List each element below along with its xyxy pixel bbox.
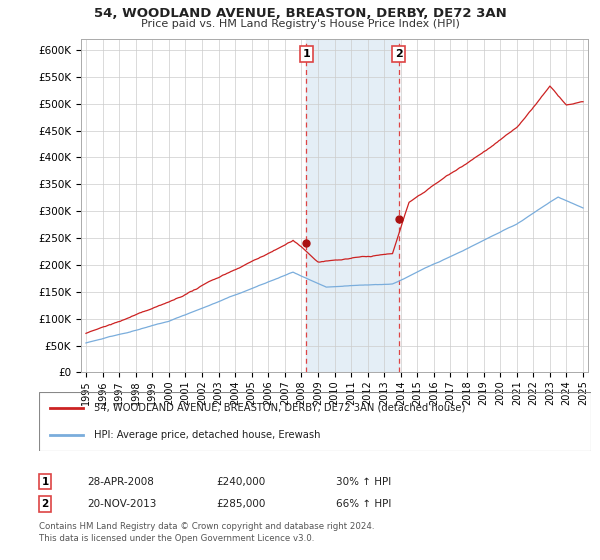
Text: £285,000: £285,000: [216, 499, 265, 509]
Text: 2: 2: [395, 49, 403, 59]
Bar: [306, 39, 398, 372]
Text: 1: 1: [41, 477, 49, 487]
Text: 1: 1: [302, 49, 310, 59]
Text: 2: 2: [41, 499, 49, 509]
Text: Contains HM Land Registry data © Crown copyright and database right 2024.
This d: Contains HM Land Registry data © Crown c…: [39, 522, 374, 543]
Text: 54, WOODLAND AVENUE, BREASTON, DERBY, DE72 3AN: 54, WOODLAND AVENUE, BREASTON, DERBY, DE…: [94, 7, 506, 20]
Text: 54, WOODLAND AVENUE, BREASTON, DERBY, DE72 3AN (detached house): 54, WOODLAND AVENUE, BREASTON, DERBY, DE…: [94, 403, 466, 413]
Text: £240,000: £240,000: [216, 477, 265, 487]
Text: 66% ↑ HPI: 66% ↑ HPI: [336, 499, 391, 509]
Text: 30% ↑ HPI: 30% ↑ HPI: [336, 477, 391, 487]
Text: 28-APR-2008: 28-APR-2008: [87, 477, 154, 487]
Text: HPI: Average price, detached house, Erewash: HPI: Average price, detached house, Erew…: [94, 430, 321, 440]
Text: 20-NOV-2013: 20-NOV-2013: [87, 499, 157, 509]
Text: Price paid vs. HM Land Registry's House Price Index (HPI): Price paid vs. HM Land Registry's House …: [140, 19, 460, 29]
